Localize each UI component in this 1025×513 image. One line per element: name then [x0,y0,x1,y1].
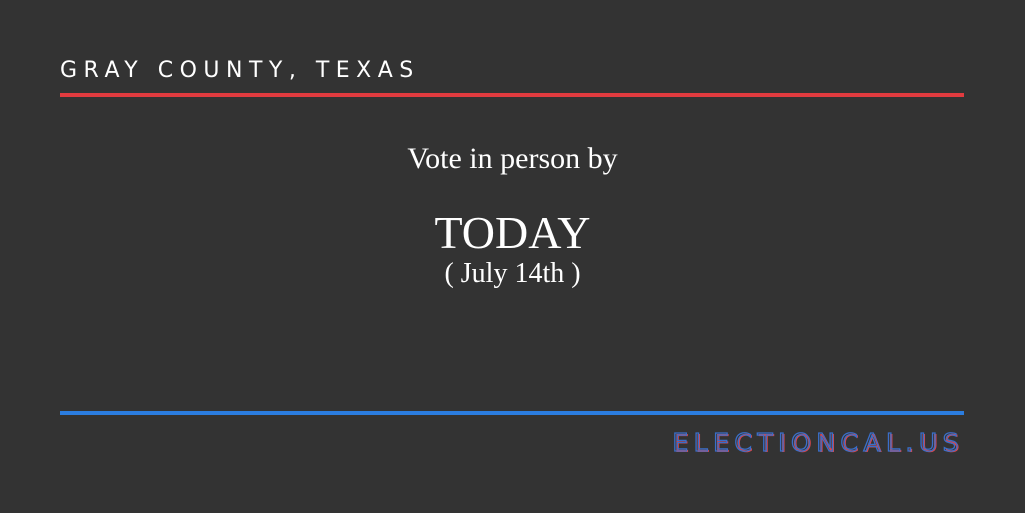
deadline: TODAY [434,207,591,258]
red-rule [60,93,964,97]
deadline-date: ( July 14th ) [444,258,581,289]
county-title: GRAY COUNTY, TEXAS [60,58,420,83]
blue-rule [60,411,964,415]
logo: ELECTIONCAL.US [672,427,964,457]
lead-text: Vote in person by [407,142,618,175]
